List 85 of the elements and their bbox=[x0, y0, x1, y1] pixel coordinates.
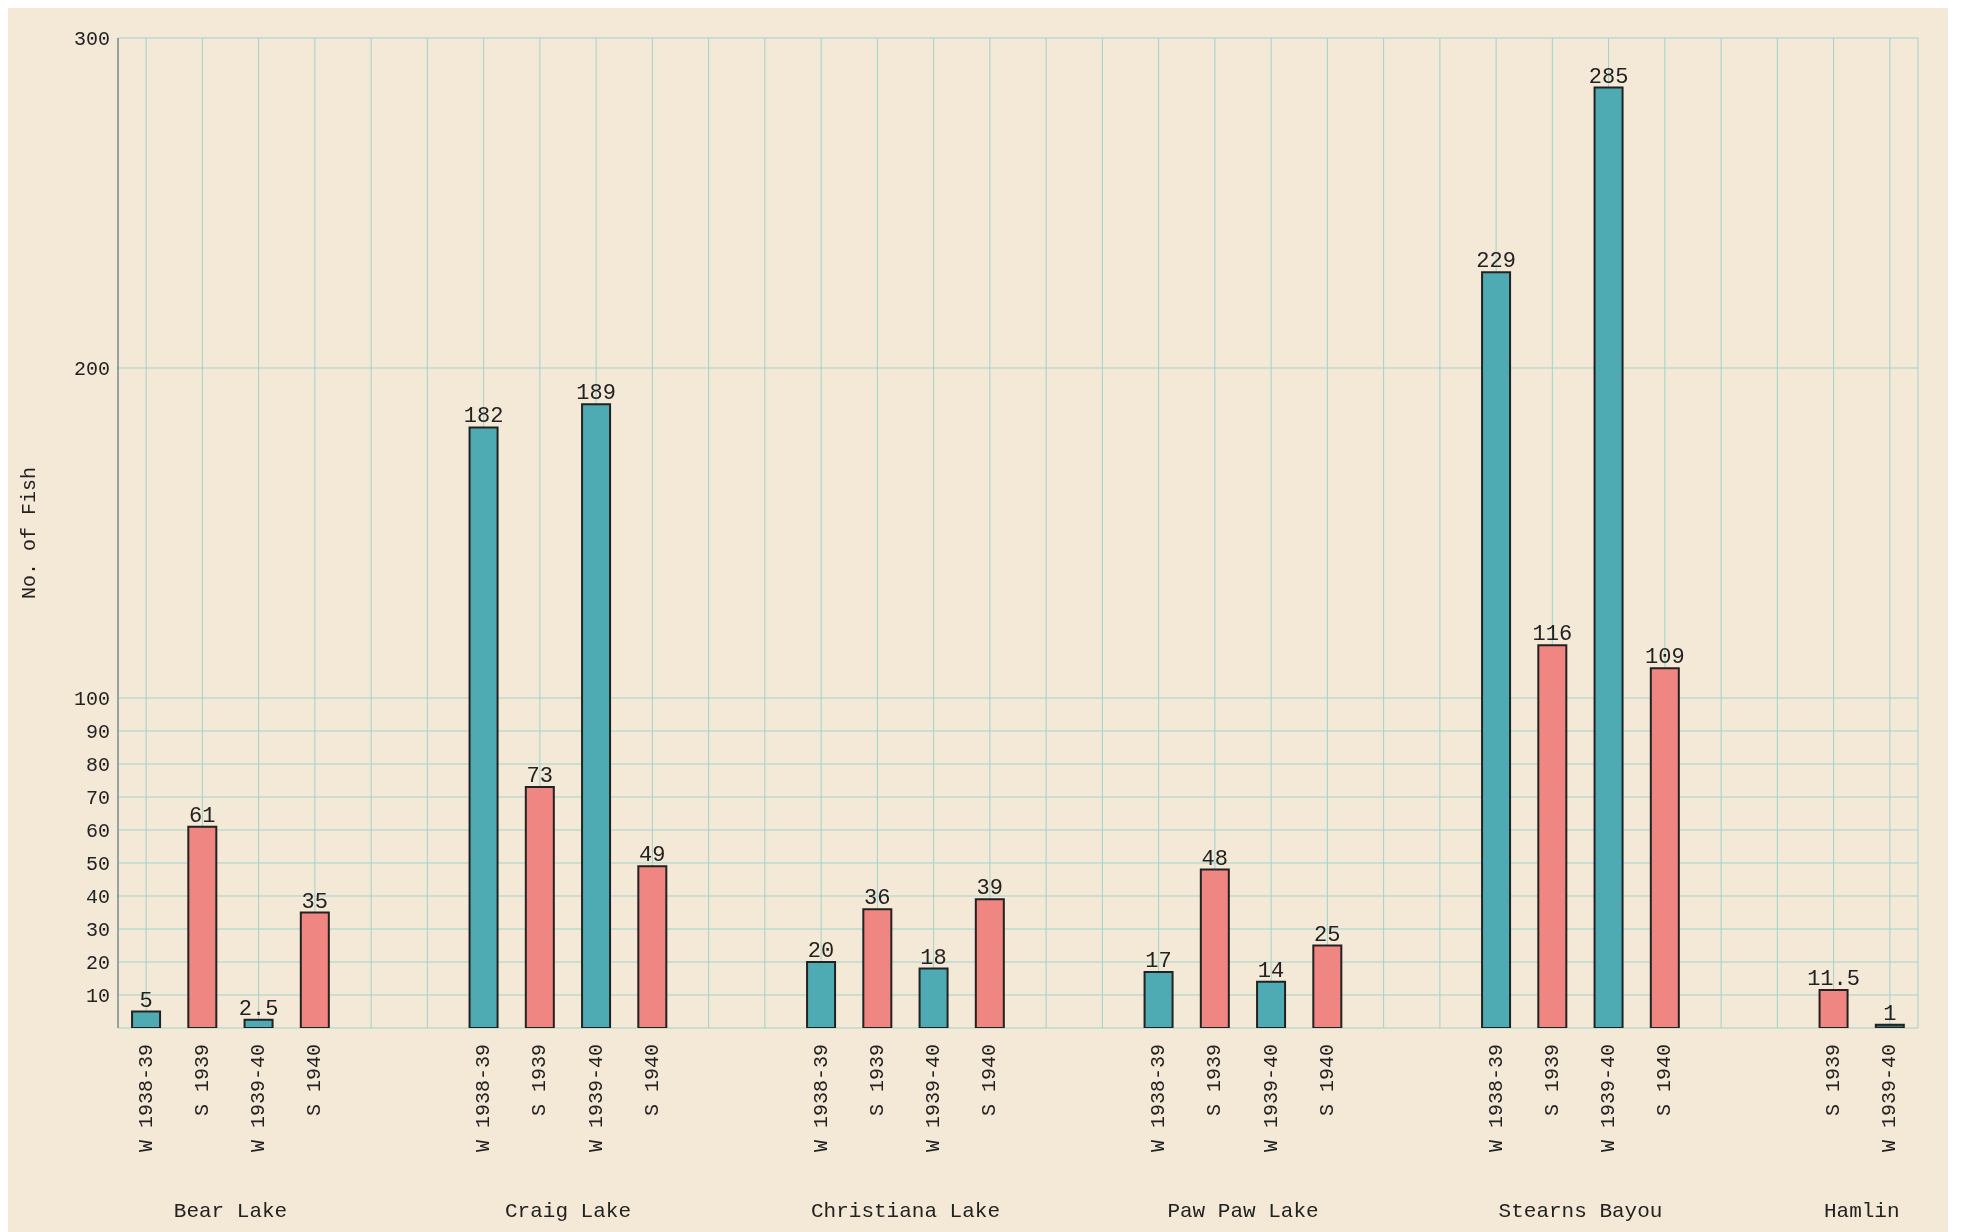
text: Hamlin bbox=[1822, 1200, 1901, 1223]
data-label: 11.5 bbox=[1807, 967, 1860, 993]
bar bbox=[1593, 86, 1624, 1028]
bar bbox=[1649, 667, 1680, 1028]
bar bbox=[974, 898, 1005, 1028]
x-tick-label: S 1939 bbox=[190, 1044, 214, 1117]
bar bbox=[299, 911, 330, 1028]
x-tick-label: S 1940 bbox=[978, 1044, 1002, 1117]
data-label: 73 bbox=[526, 764, 554, 790]
bar bbox=[1143, 970, 1174, 1028]
data-label: 285 bbox=[1588, 64, 1629, 90]
y-tick-label: 40 bbox=[85, 886, 110, 910]
x-tick-label: S 1939 bbox=[528, 1044, 552, 1117]
x-tick-label: S 1940 bbox=[640, 1044, 664, 1117]
x-tick-label: S 1940 bbox=[1315, 1044, 1339, 1117]
data-label: 36 bbox=[864, 886, 891, 912]
data-label: 2.5 bbox=[238, 996, 279, 1022]
data-label: 35 bbox=[301, 889, 329, 915]
data-label: 18 bbox=[920, 945, 947, 971]
bar bbox=[1481, 271, 1512, 1028]
data-label: 49 bbox=[639, 843, 666, 869]
data-label: 116 bbox=[1532, 622, 1573, 648]
x-tick-label: S 1940 bbox=[303, 1044, 327, 1117]
bar bbox=[581, 403, 612, 1028]
bar bbox=[806, 961, 837, 1028]
bar bbox=[131, 1010, 162, 1028]
x-tick-label: S 1940 bbox=[1653, 1044, 1677, 1117]
data-label: 48 bbox=[1201, 846, 1229, 872]
bar bbox=[918, 967, 949, 1028]
x-tick-label: W 1939-40 bbox=[1597, 1044, 1621, 1153]
bar bbox=[1874, 1023, 1905, 1028]
y-tick-label: 100 bbox=[73, 688, 110, 712]
data-label: 25 bbox=[1314, 922, 1341, 948]
y-tick-label: 60 bbox=[85, 820, 110, 844]
bar bbox=[1256, 980, 1287, 1028]
y-tick-label: 20 bbox=[85, 952, 110, 976]
bar bbox=[862, 908, 893, 1028]
x-tick-label: W 1939-40 bbox=[922, 1044, 946, 1153]
text: Bear Lake bbox=[172, 1200, 289, 1223]
bar bbox=[1199, 868, 1230, 1028]
data-label: 1 bbox=[1883, 1001, 1897, 1027]
text: Stearns Bayou bbox=[1497, 1200, 1664, 1223]
bar bbox=[468, 426, 499, 1028]
data-label: 20 bbox=[807, 939, 835, 964]
x-tick-label: W 1939-40 bbox=[1878, 1044, 1902, 1153]
bar bbox=[637, 865, 668, 1028]
y-tick-label: 70 bbox=[85, 787, 110, 811]
bar bbox=[1537, 644, 1568, 1028]
x-tick-label: S 1939 bbox=[865, 1044, 889, 1117]
data-label: 229 bbox=[1476, 249, 1516, 275]
x-tick-label: W 1939-40 bbox=[584, 1044, 608, 1153]
x-tick-label: W 1938-39 bbox=[134, 1044, 158, 1153]
y-tick-label: 30 bbox=[85, 919, 110, 943]
y-tick-label: 90 bbox=[85, 721, 110, 745]
x-tick-label: S 1939 bbox=[1203, 1044, 1227, 1117]
y-tick-label: 300 bbox=[73, 28, 110, 52]
y-tick-label: 80 bbox=[85, 754, 110, 778]
y-tick-label: 50 bbox=[85, 853, 110, 877]
text: Christiana Lake bbox=[810, 1200, 1001, 1223]
x-tick-label: S 1939 bbox=[1540, 1044, 1564, 1117]
data-label: 17 bbox=[1145, 948, 1172, 974]
x-tick-label: W 1939-40 bbox=[1259, 1044, 1283, 1153]
text: Paw Paw Lake bbox=[1166, 1200, 1320, 1223]
y-tick-label: 200 bbox=[73, 358, 110, 382]
x-tick-label: W 1938-39 bbox=[809, 1044, 833, 1153]
bar bbox=[1312, 944, 1343, 1028]
y-axis-title: No. of Fish bbox=[18, 466, 42, 600]
x-tick-label: S 1939 bbox=[1822, 1044, 1846, 1117]
bar bbox=[187, 825, 218, 1028]
text: Craig Lake bbox=[504, 1200, 632, 1223]
data-label: 39 bbox=[976, 876, 1004, 902]
data-label: 109 bbox=[1645, 645, 1685, 671]
data-label: 182 bbox=[463, 404, 504, 430]
x-tick-label: W 1939-40 bbox=[247, 1044, 271, 1153]
x-tick-label: W 1938-39 bbox=[1147, 1044, 1171, 1153]
bar bbox=[1818, 989, 1849, 1028]
data-label: 61 bbox=[189, 803, 216, 829]
data-label: 5 bbox=[139, 988, 153, 1014]
bar bbox=[524, 786, 555, 1028]
x-tick-label: W 1938-39 bbox=[472, 1044, 496, 1153]
bar bbox=[243, 1018, 274, 1028]
data-label: 14 bbox=[1257, 958, 1285, 984]
x-tick-label: W 1938-39 bbox=[1484, 1044, 1508, 1153]
y-tick-label: 10 bbox=[85, 985, 110, 1009]
data-label: 189 bbox=[576, 381, 616, 407]
